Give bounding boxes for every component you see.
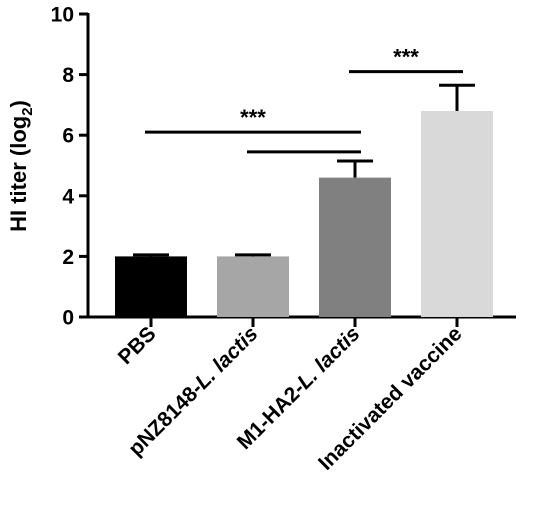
y-tick-label: 10 xyxy=(51,4,74,27)
category-label-text: PBS xyxy=(114,322,161,369)
y-tick-label: 4 xyxy=(62,185,74,208)
category-label-italic: L. lactis xyxy=(191,322,263,394)
y-axis-label-close: ) xyxy=(6,100,31,107)
error-bar-1 xyxy=(133,253,169,257)
category-label-text: pNZ8148- xyxy=(124,378,207,461)
error-bar-2 xyxy=(235,253,271,257)
category-label-italic: L. lactis xyxy=(293,322,365,394)
significance-bracket-1: *** xyxy=(145,105,361,134)
significance-bracket-3: *** xyxy=(349,45,463,74)
y-tick-label: 2 xyxy=(62,246,74,269)
significance-label: *** xyxy=(240,105,266,130)
bars xyxy=(115,110,493,318)
y-axis-title: HI titer (log2) xyxy=(6,100,36,232)
bar-3 xyxy=(319,177,391,317)
y-tick-label: 6 xyxy=(62,125,74,148)
significance-label: *** xyxy=(393,45,419,70)
category-label-1: PBS xyxy=(114,322,161,369)
y-tick-label: 8 xyxy=(62,64,74,87)
y-axis-label: HI titer (log2) xyxy=(6,100,36,232)
y-axis: 0 2 4 6 8 10 xyxy=(51,4,90,330)
bar-1 xyxy=(115,256,187,317)
y-tick-label: 0 xyxy=(62,307,74,330)
y-axis-label-main: HI titer (log xyxy=(6,116,31,232)
error-bar-4 xyxy=(439,83,475,111)
category-label-text: M1-HA2- xyxy=(233,378,309,454)
y-axis-label-subscript: 2 xyxy=(19,107,36,115)
bar-2 xyxy=(217,256,289,317)
bar-4 xyxy=(421,110,493,318)
error-bars xyxy=(133,83,475,257)
error-bar-3 xyxy=(337,159,373,178)
significance-brackets: *** *** xyxy=(145,45,463,154)
